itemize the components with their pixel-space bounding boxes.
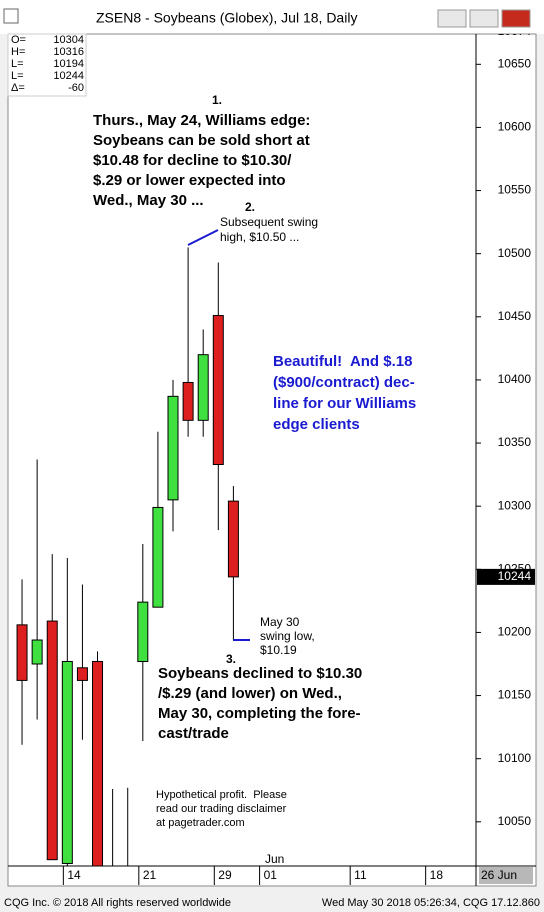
candle-body [182,381,194,421]
y-tick-label: 10100 [498,751,532,765]
annotation-line: 3. [226,652,236,666]
annotation-line: high, $10.50 ... [220,230,299,244]
x-tick-label: 01 [264,868,278,882]
annotation-line: May 30 [260,615,300,629]
annotation-line: Hypothetical profit. Please [156,789,287,801]
info-label: H= [11,46,25,58]
annotation-line: swing low, [260,629,315,643]
annotation-line: Thurs., May 24, Williams edge: [93,112,310,129]
info-value: 10194 [53,58,84,70]
y-tick-label: 10300 [498,498,532,512]
annotation-line: read our trading disclaimer [156,803,287,815]
annotation-line: 2. [245,200,255,214]
y-tick-label: 10350 [498,435,532,449]
candle-body [167,395,179,501]
x-tick-label: 11 [354,868,367,882]
window-title: ZSEN8 - Soybeans (Globex), Jul 18, Daily [96,10,357,26]
maximize-button[interactable] [469,9,499,28]
x-tick-label: 18 [430,868,444,882]
y-tick-label: 10500 [498,246,532,260]
annotation-line: Soybeans declined to $10.30 [158,665,362,682]
annotation-line: $10.19 [260,643,297,657]
candle-body [197,354,209,421]
status-right: Wed May 30 2018 05:26:34, CQG 17.12.860 [322,897,540,909]
last-price-box [477,568,535,585]
x-tick-label: 21 [143,868,157,882]
info-label: L= [11,70,24,82]
close-button[interactable] [501,9,531,28]
candle-body [61,660,73,864]
info-label: O= [11,34,26,46]
x-tick-label: 26 Jun [481,868,517,882]
y-tick-label: 10150 [498,688,532,702]
annotation-line: May 30, completing the fore- [158,705,361,722]
status-left: CQG Inc. © 2018 All rights reserved worl… [4,897,231,909]
candle-body [152,506,164,608]
annotation-line: 1. [212,93,222,107]
annotation-line: Jun [265,852,284,866]
y-tick-label: 10650 [498,56,532,70]
candle-body [46,620,58,861]
candle-body [137,601,149,662]
annotation-line: line for our Williams [273,395,416,412]
last-price-label: 10244 [498,569,532,583]
candle-body [92,660,104,867]
x-tick-label: 14 [67,868,81,882]
minimize-button[interactable] [437,9,467,28]
annotation-line: Wed., May 30 ... [93,192,204,209]
annotation-line: cast/trade [158,725,229,742]
annotation-line: Beautiful! And $.18 [273,353,412,370]
info-box [7,33,87,97]
status-bar [0,893,544,912]
candle-body [212,315,224,466]
pointer-line [187,229,219,246]
info-label: L= [11,58,24,70]
annotation-line: /$.29 (and lower) on Wed., [158,685,342,702]
annotation-line: edge clients [273,416,360,433]
info-label: Δ= [11,82,25,94]
annotation-line: $10.48 for decline to $10.30/ [93,152,292,169]
y-tick-label: 10450 [498,309,532,323]
plot [16,247,239,867]
info-value: 10244 [53,70,84,82]
candle-body [16,624,28,681]
annotation-line: ($900/contract) dec- [273,374,415,391]
cursor-date-box [479,867,533,884]
app-icon [3,8,19,24]
x-tick-label: 29 [218,868,232,882]
info-value: -60 [68,82,84,94]
annotation-line: $.29 or lower expected into [93,172,286,189]
y-tick-label: 10050 [498,814,532,828]
candle-body [76,667,88,681]
y-tick-label: 10550 [498,183,532,197]
y-tick-label: 10400 [498,372,532,386]
annotation-line: Subsequent swing [220,215,318,229]
info-value: 10304 [53,34,84,46]
annotation-line: Soybeans can be sold short at [93,132,310,149]
y-top-label: 10674 [498,24,532,38]
info-value: 10316 [53,46,84,58]
annotation-line: at pagetrader.com [156,817,245,829]
y-tick-label: 10600 [498,120,532,134]
candle-body [227,500,239,578]
y-tick-label: 10200 [498,625,532,639]
candle-body [31,639,43,665]
